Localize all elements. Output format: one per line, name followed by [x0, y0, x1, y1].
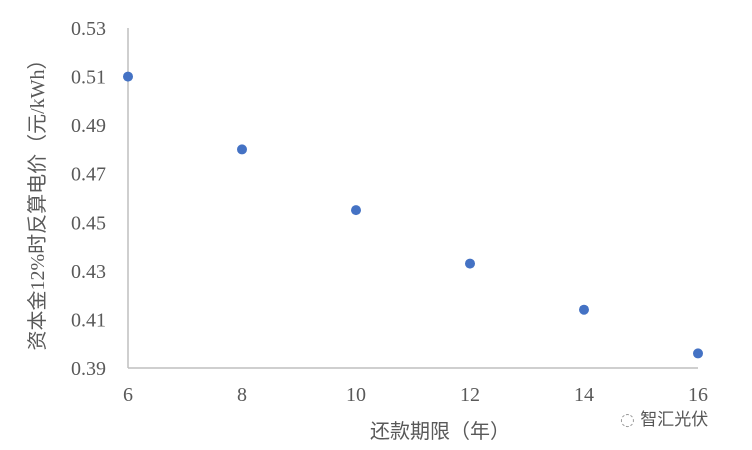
y-tick-label: 0.41 [71, 309, 106, 331]
data-point [579, 304, 589, 315]
y-tick-label: 0.49 [71, 115, 106, 137]
watermark-text: 智汇光伏 [640, 410, 709, 430]
x-tick-label: 8 [237, 384, 247, 406]
x-tick-label: 6 [123, 384, 133, 406]
data-point [123, 71, 133, 82]
y-tick-label: 0.53 [71, 18, 106, 40]
x-tick-label: 10 [346, 384, 366, 406]
wechat-icon: ◌ [620, 410, 641, 430]
y-tick-label: 0.45 [71, 212, 106, 234]
data-point [351, 205, 361, 216]
data-point [237, 144, 247, 155]
y-tick-label: 0.43 [71, 261, 106, 283]
y-tick-label: 0.47 [71, 164, 106, 186]
watermark: ◌ 智汇光伏 [620, 405, 708, 430]
y-tick-label: 0.39 [71, 358, 106, 380]
x-tick-label: 12 [460, 384, 480, 406]
data-point [693, 348, 703, 359]
y-axis-label: 资本金12%时反算电价（元/kWh） [26, 49, 49, 350]
y-tick-label: 0.51 [71, 67, 106, 89]
data-point [465, 258, 475, 269]
x-tick-label: 16 [688, 384, 708, 406]
x-axis-label: 还款期限（年） [370, 420, 510, 443]
x-tick-label: 14 [574, 384, 594, 406]
